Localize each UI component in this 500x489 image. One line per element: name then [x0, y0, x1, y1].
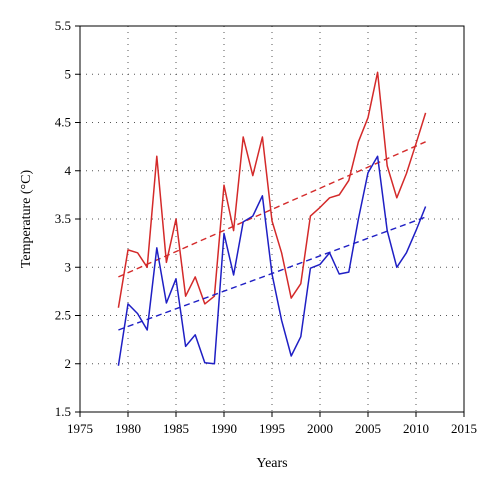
x-tick-label: 1995 [259, 421, 285, 436]
y-tick-label: 2.5 [55, 308, 71, 323]
x-tick-label: 1990 [211, 421, 237, 436]
y-tick-label: 1.5 [55, 404, 71, 419]
y-tick-label: 2 [65, 356, 72, 371]
y-tick-label: 5 [65, 66, 72, 81]
trend-line-1 [118, 141, 426, 278]
x-tick-label: 1975 [67, 421, 93, 436]
x-tick-label: 1980 [115, 421, 141, 436]
x-tick-label: 2005 [355, 421, 381, 436]
y-tick-label: 3.5 [55, 211, 71, 226]
series-lines [117, 71, 427, 366]
y-tick-label: 3 [65, 259, 72, 274]
y-axis-label: Temperature (°C) [19, 170, 34, 269]
series-line-1 [117, 71, 427, 308]
x-axis-label: Years [256, 456, 287, 471]
x-tick-label: 2010 [403, 421, 429, 436]
axis-ticks: 1975 1980 1985 1990 1995 2000 2005 2010 2015 1.5 2… [55, 18, 477, 436]
x-tick-label: 2000 [307, 421, 333, 436]
x-tick-label: 2015 [451, 421, 477, 436]
trend-line-2 [118, 216, 426, 331]
x-tick-label: 1985 [163, 421, 189, 436]
y-tick-label: 4 [65, 163, 72, 178]
y-tick-label: 4.5 [55, 115, 71, 130]
y-tick-label: 5.5 [55, 18, 71, 33]
